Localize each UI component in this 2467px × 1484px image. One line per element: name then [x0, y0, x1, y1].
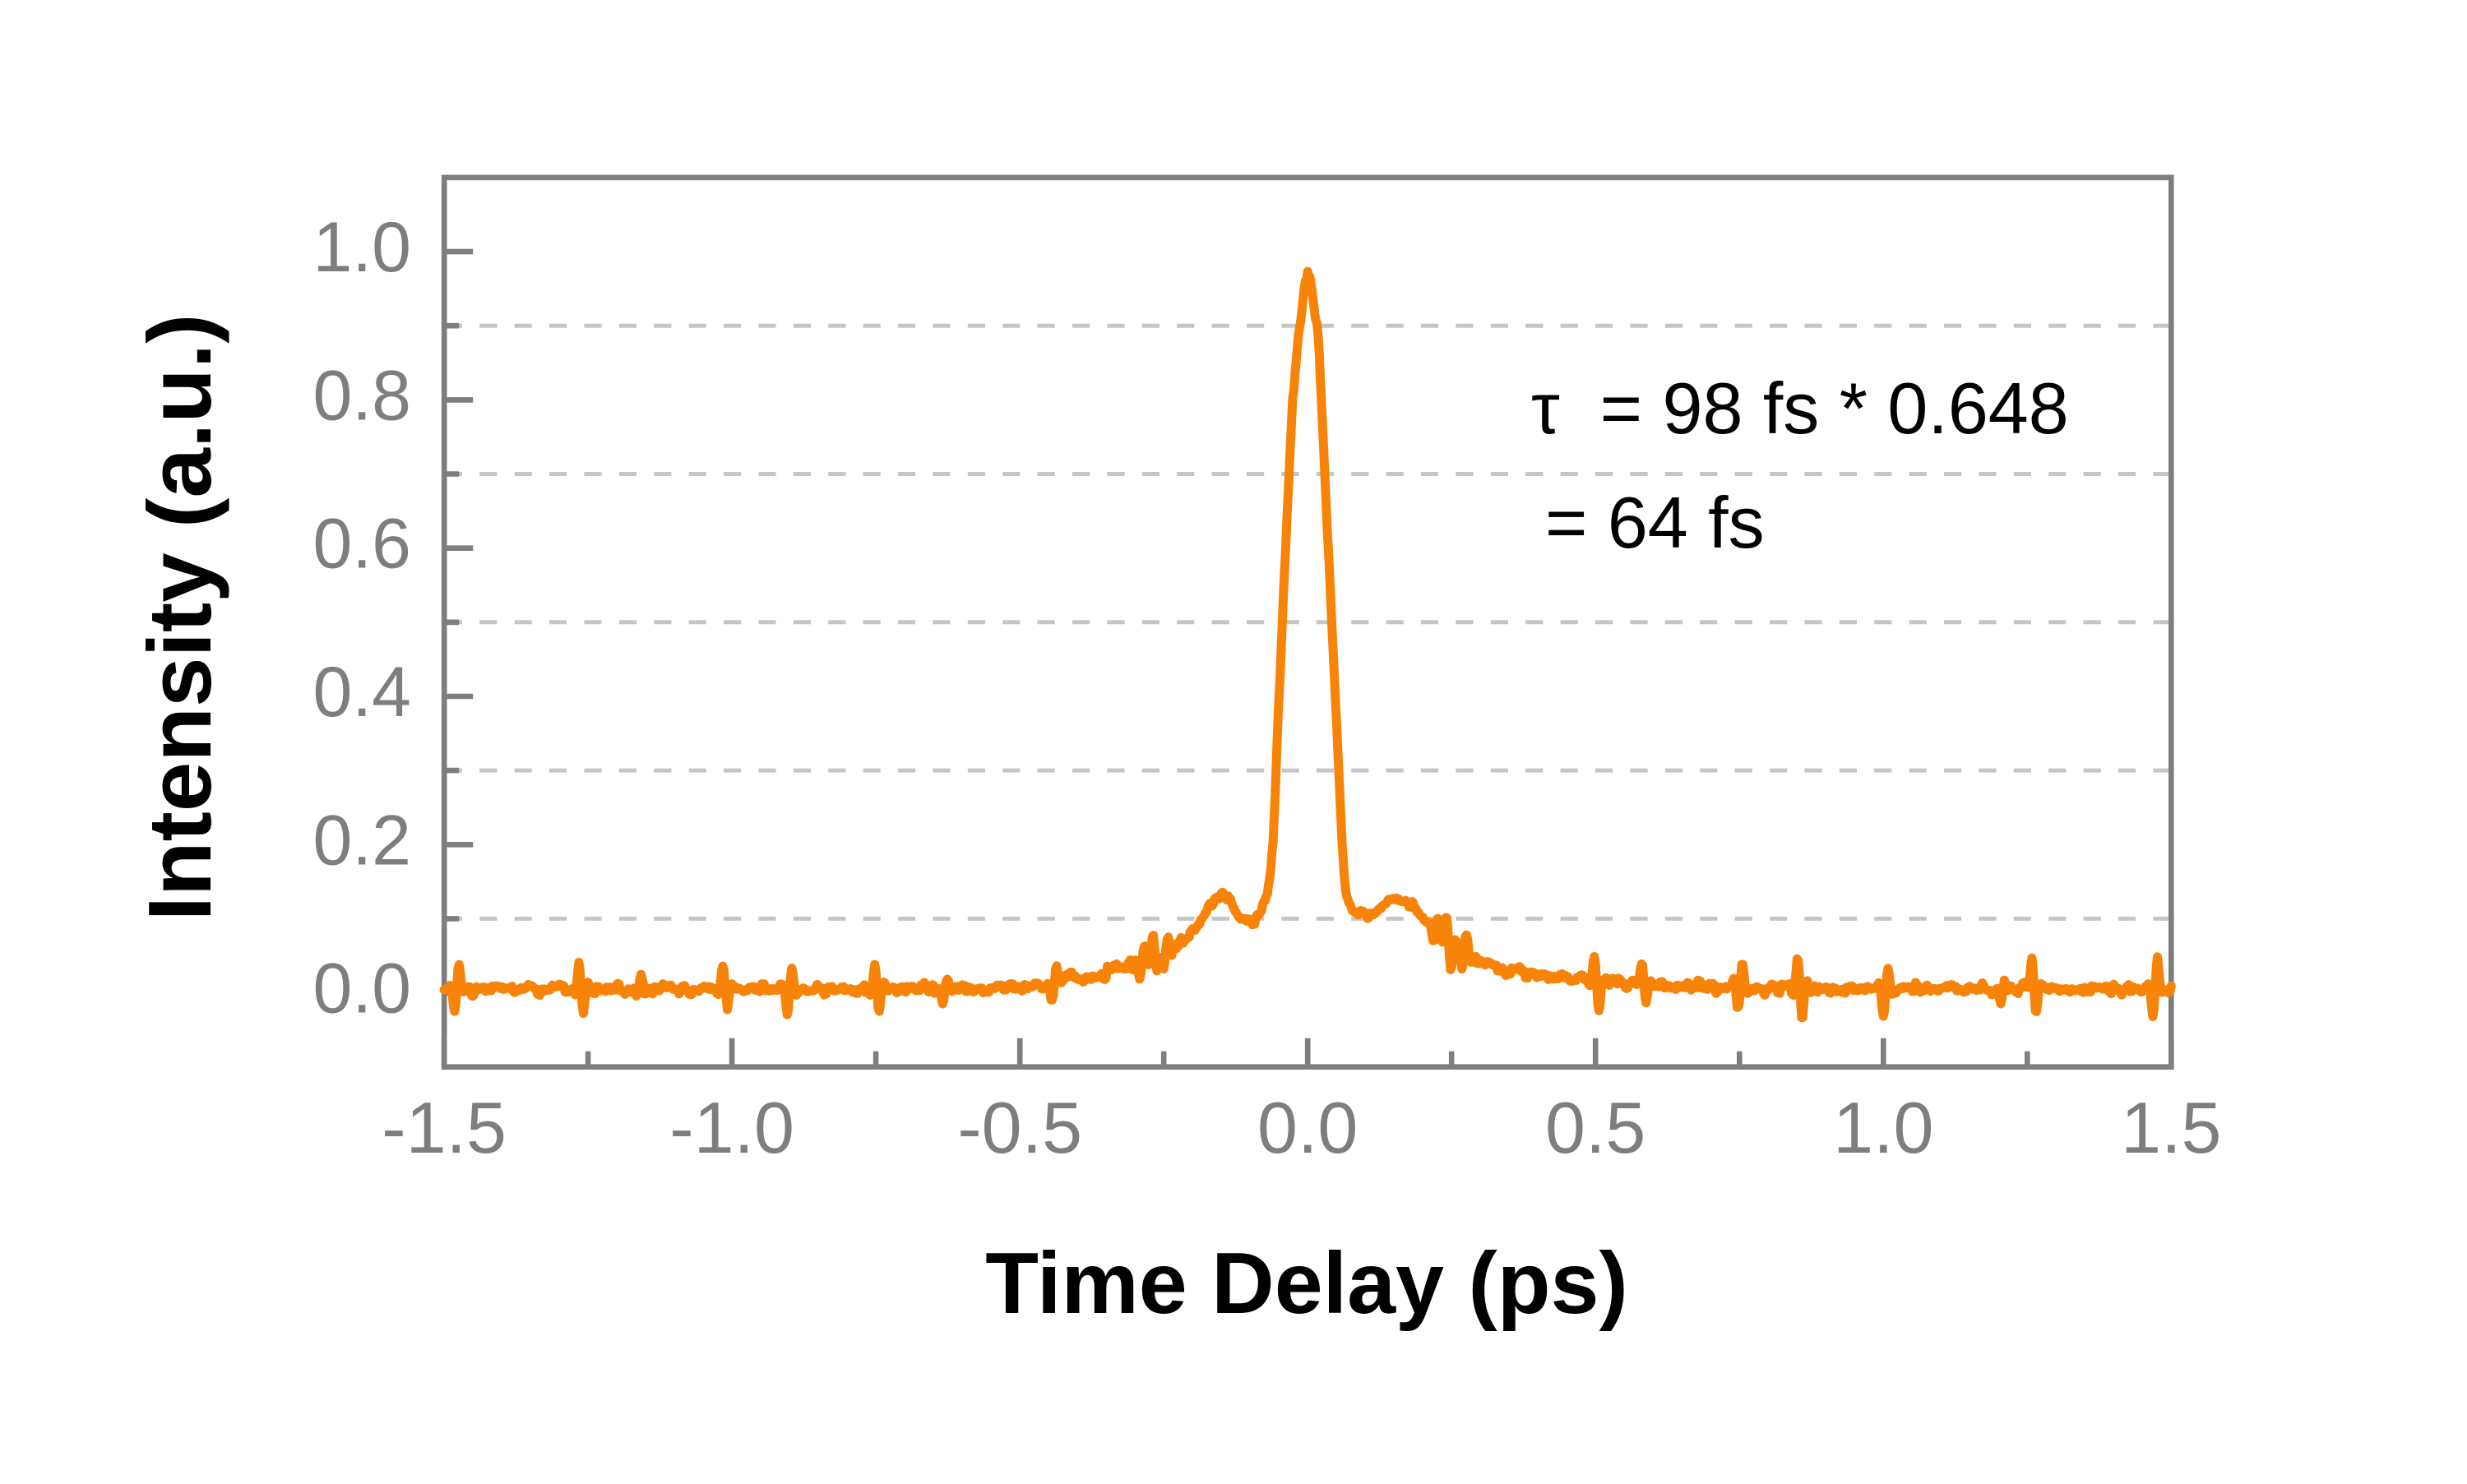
svg-text:0.8: 0.8: [312, 356, 411, 435]
svg-text:Time Delay (ps): Time Delay (ps): [985, 1235, 1628, 1332]
svg-text:τ = 98 fs * 0.648: τ = 98 fs * 0.648: [1531, 368, 2069, 449]
svg-text:-1.5: -1.5: [382, 1087, 507, 1168]
svg-text:Intensity (a.u.): Intensity (a.u.): [130, 314, 230, 922]
svg-text:= 64 fs: = 64 fs: [1545, 482, 1765, 563]
svg-text:0.0: 0.0: [1257, 1087, 1358, 1168]
svg-text:0.0: 0.0: [312, 950, 411, 1029]
svg-text:0.6: 0.6: [312, 505, 411, 584]
svg-text:1.5: 1.5: [2121, 1087, 2221, 1168]
svg-text:0.2: 0.2: [312, 801, 411, 880]
svg-text:1.0: 1.0: [312, 208, 411, 287]
svg-text:-1.0: -1.0: [669, 1087, 794, 1168]
svg-text:0.5: 0.5: [1545, 1087, 1645, 1168]
svg-text:0.4: 0.4: [312, 653, 411, 732]
svg-text:-0.5: -0.5: [957, 1087, 1082, 1168]
svg-text:1.0: 1.0: [1833, 1087, 1933, 1168]
